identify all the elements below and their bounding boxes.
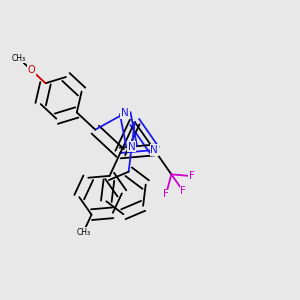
Text: N: N (121, 108, 129, 118)
Text: N: N (128, 142, 136, 152)
Text: F: F (189, 171, 195, 181)
Text: CH₃: CH₃ (12, 54, 26, 63)
Text: N: N (151, 145, 158, 155)
Text: F: F (180, 186, 186, 197)
Text: O: O (28, 65, 35, 75)
Text: F: F (163, 189, 169, 200)
Text: CH₃: CH₃ (76, 228, 90, 237)
